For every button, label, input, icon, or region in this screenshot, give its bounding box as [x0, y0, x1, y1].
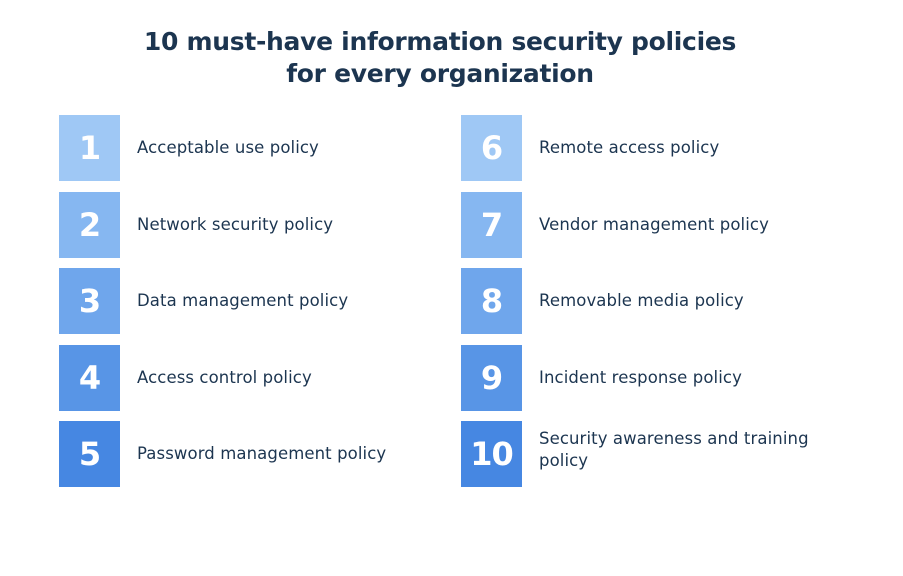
policy-number-badge: 7 [461, 192, 522, 258]
policy-number-badge: 4 [59, 345, 120, 411]
policy-item-8: 8 Removable media policy [461, 268, 861, 334]
policy-label: Incident response policy [539, 368, 742, 387]
policy-number-badge: 2 [59, 192, 120, 258]
policy-number-badge: 8 [461, 268, 522, 334]
policy-label: Network security policy [137, 215, 334, 234]
policy-label: Vendor management policy [539, 215, 769, 234]
policy-label: Access control policy [137, 368, 312, 387]
policy-item-3: 3 Data management policy [59, 268, 459, 334]
page-title: 10 must-have information security polici… [0, 26, 880, 90]
page-title-line-1: 10 must-have information security polici… [143, 27, 737, 56]
policy-number-badge: 9 [461, 345, 522, 411]
policy-number-badge: 6 [461, 115, 522, 181]
policy-label: Security awareness and training policy [539, 429, 809, 470]
policy-label: Acceptable use policy [137, 138, 319, 157]
policy-item-5: 5 Password management policy [59, 421, 459, 487]
policy-item-9: 9 Incident response policy [461, 345, 861, 411]
policy-label: Remote access policy [539, 138, 720, 157]
policy-item-2: 2 Network security policy [59, 192, 459, 258]
policy-item-1: 1 Acceptable use policy [59, 115, 459, 181]
policy-number-badge: 5 [59, 421, 120, 487]
policy-item-7: 7 Vendor management policy [461, 192, 861, 258]
policy-number-badge: 3 [59, 268, 120, 334]
policy-number-badge: 1 [59, 115, 120, 181]
policy-item-4: 4 Access control policy [59, 345, 459, 411]
policy-number-badge: 10 [461, 421, 522, 487]
policy-item-10: 10 Security awareness and training polic… [461, 421, 861, 487]
page-title-line-2: for every organization [286, 59, 594, 88]
policy-label: Removable media policy [539, 291, 744, 310]
policy-item-6: 6 Remote access policy [461, 115, 861, 181]
policy-label: Data management policy [137, 291, 349, 310]
policy-label: Password management policy [137, 444, 387, 463]
